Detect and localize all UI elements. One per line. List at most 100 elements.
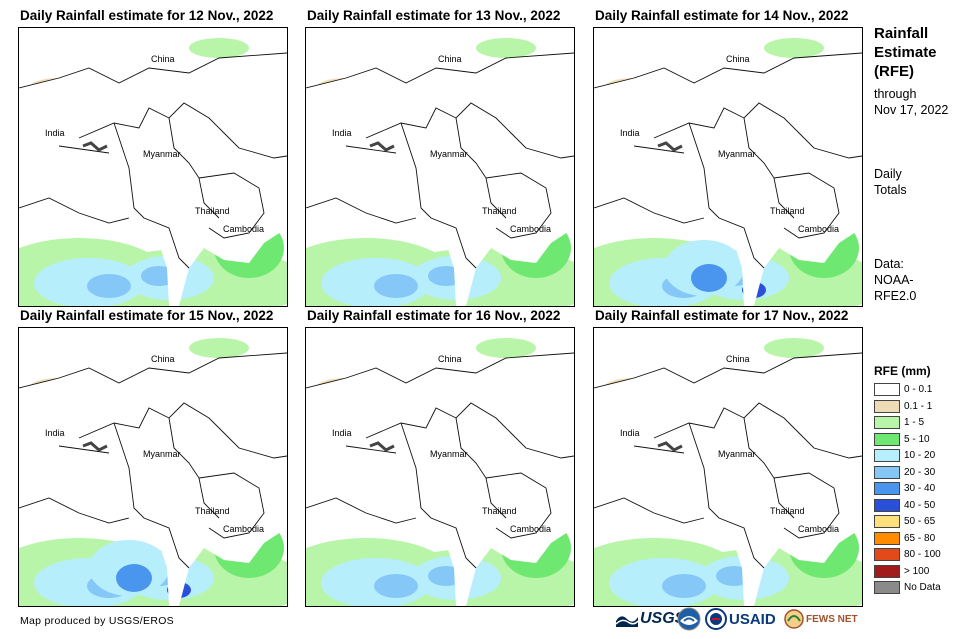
daily-label: Daily <box>874 167 902 181</box>
country-label-india: India <box>45 128 65 138</box>
legend-swatch <box>874 465 900 479</box>
country-border <box>743 417 795 519</box>
legend-item: 65 - 80 <box>874 531 964 548</box>
rainfall-map: China India Myanmar Thailand Cambodia <box>18 27 288 307</box>
country-label-myanmar: Myanmar <box>430 449 468 459</box>
country-border <box>19 352 287 389</box>
rainfall-map: China India Myanmar Thailand Cambodia <box>305 327 575 607</box>
country-label-india: India <box>45 428 65 438</box>
country-border <box>688 122 765 269</box>
country-border <box>113 422 190 569</box>
usgs-logo: USGS <box>616 606 685 632</box>
country-border <box>594 497 705 524</box>
country-border <box>168 117 220 219</box>
rainfall-panel-nov17: Daily Rainfall estimate for 17 Nov., 202… <box>593 305 883 607</box>
panel-title: Daily Rainfall estimate for 15 Nov., 202… <box>20 308 274 323</box>
coastline-detail <box>369 141 395 152</box>
legend-label: > 100 <box>904 565 930 577</box>
legend-swatch <box>874 548 900 561</box>
country-border <box>455 117 507 219</box>
country-border <box>485 172 552 239</box>
legend-swatch <box>874 515 900 528</box>
country-border <box>198 172 265 239</box>
country-label-india: India <box>332 128 352 138</box>
legend-label: 20 - 30 <box>904 466 936 478</box>
coastline-detail <box>82 141 108 152</box>
land-area <box>594 353 862 606</box>
country-label-myanmar: Myanmar <box>718 449 756 459</box>
land-area <box>19 53 287 306</box>
rainfall-map-svg <box>306 338 574 606</box>
rainfall-panel-nov13: Daily Rainfall estimate for 13 Nov., 202… <box>305 5 595 307</box>
rainfall-panel-nov16: Daily Rainfall estimate for 16 Nov., 202… <box>305 305 595 607</box>
country-label-thailand: Thailand <box>195 506 230 516</box>
country-border <box>773 172 840 239</box>
usaid-logo-text: USAID <box>729 610 776 628</box>
rain-area <box>374 574 418 598</box>
legend-item: 80 - 100 <box>874 547 964 564</box>
country-border <box>19 497 130 524</box>
rfe-heading-line2: Estimate <box>874 44 937 61</box>
rfe-heading-line1: Rainfall <box>874 25 929 42</box>
legend-label: 65 - 80 <box>904 532 936 544</box>
rain-area <box>87 274 131 298</box>
panel-title: Daily Rainfall estimate for 14 Nov., 202… <box>595 8 849 23</box>
country-border <box>345 445 397 454</box>
legend-label: 1 - 5 <box>904 417 925 428</box>
rain-area <box>476 338 536 358</box>
country-label-china: China <box>151 54 175 64</box>
legend-label: 30 - 40 <box>904 483 936 494</box>
rainfall-panel-nov15: Daily Rainfall estimate for 15 Nov., 202… <box>18 305 308 607</box>
country-label-myanmar: Myanmar <box>143 449 181 459</box>
panel-title: Daily Rainfall estimate for 12 Nov., 202… <box>20 8 274 23</box>
through-label: through <box>874 87 917 101</box>
fewsnet-logo-text: FEWS NET <box>806 613 858 625</box>
panel-title: Daily Rainfall estimate for 17 Nov., 202… <box>595 308 849 323</box>
country-border <box>365 102 574 159</box>
legend-swatch <box>874 416 900 429</box>
rainfall-map-svg <box>19 38 287 306</box>
legend-item: 5 - 10 <box>874 432 964 449</box>
country-border <box>594 197 705 224</box>
rain-area <box>116 564 152 592</box>
legend-item: > 100 <box>874 564 964 581</box>
country-border <box>365 402 574 459</box>
legend-label: 50 - 65 <box>904 516 936 527</box>
legend-item: 0 - 0.1 <box>874 382 964 399</box>
panel-title: Daily Rainfall estimate for 13 Nov., 202… <box>307 8 561 23</box>
daily-totals-text: Daily Totals <box>874 166 907 198</box>
data-label: Data: <box>874 257 904 271</box>
land-area <box>19 353 287 606</box>
legend-item: 50 - 65 <box>874 514 964 531</box>
country-label-thailand: Thailand <box>195 206 230 216</box>
legend-swatch <box>874 498 900 512</box>
legend-swatch <box>874 383 900 396</box>
legend-swatch <box>874 449 900 462</box>
country-label-china: China <box>726 54 750 64</box>
country-border <box>455 417 507 519</box>
fewsnet-globe-icon <box>784 609 804 629</box>
coastline-detail <box>657 141 683 152</box>
country-border <box>198 472 265 539</box>
country-label-thailand: Thailand <box>482 506 517 516</box>
country-label-cambodia: Cambodia <box>223 224 265 234</box>
country-label-myanmar: Myanmar <box>430 149 468 159</box>
rainfall-map: China India Myanmar Thailand Cambodia <box>18 327 288 607</box>
totals-label: Totals <box>874 183 907 197</box>
rain-area <box>662 574 706 598</box>
land-area <box>306 53 574 306</box>
rainfall-map: China India Myanmar Thailand Cambodia <box>593 327 863 607</box>
legend-label: 40 - 50 <box>904 499 936 511</box>
land-area <box>594 53 862 306</box>
rainfall-panel-nov14: Daily Rainfall estimate for 14 Nov., 202… <box>593 5 883 307</box>
legend-label: No Data <box>904 582 941 593</box>
land-area <box>306 353 574 606</box>
country-border <box>78 402 287 459</box>
legend-item: No Data <box>874 580 964 597</box>
rain-area <box>764 338 824 358</box>
legend-item: 30 - 40 <box>874 481 964 498</box>
usaid-logo: USAID <box>705 606 776 632</box>
country-label-india: India <box>332 428 352 438</box>
country-border <box>688 422 765 569</box>
through-text: through Nov 17, 2022 <box>874 86 948 118</box>
